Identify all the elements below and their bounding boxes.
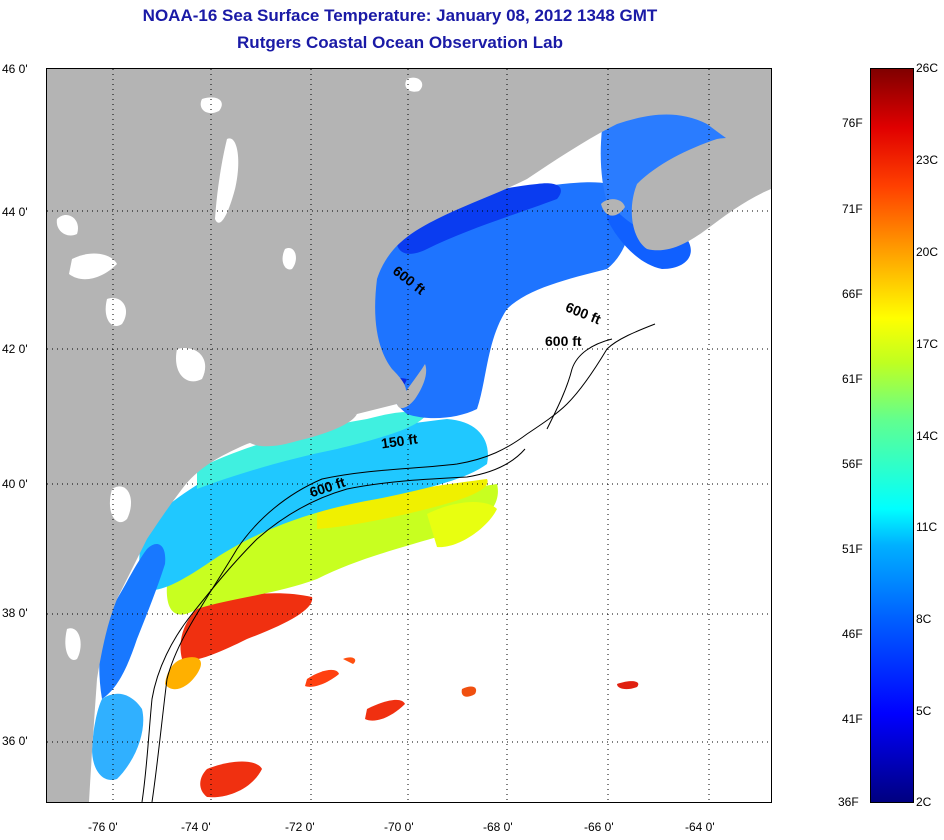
colorbar-label-5c: 5C xyxy=(916,704,932,718)
lat-label-44: 44 0' xyxy=(2,205,28,219)
lon-label-72: -72 0' xyxy=(285,820,315,834)
colorbar-label-51f: 51F xyxy=(842,542,863,556)
lat-label-40: 40 0' xyxy=(2,477,28,491)
lat-label-46: 46 0' xyxy=(2,62,28,76)
colorbar-label-36f: 36F xyxy=(838,795,859,809)
colorbar-label-61f: 61F xyxy=(842,372,863,386)
map-title: NOAA-16 Sea Surface Temperature: January… xyxy=(142,6,658,25)
lon-label-76: -76 0' xyxy=(88,820,118,834)
lon-label-74: -74 0' xyxy=(181,820,211,834)
lon-label-70: -70 0' xyxy=(384,820,414,834)
inland-nodata xyxy=(56,77,423,660)
colorbar-label-2c: 2C xyxy=(916,795,932,809)
colorbar-label-41f: 41F xyxy=(842,712,863,726)
lat-label-38: 38 0' xyxy=(2,606,28,620)
lon-label-66: -66 0' xyxy=(584,820,614,834)
colorbar-label-66f: 66F xyxy=(842,287,863,301)
colorbar-label-14c: 14C xyxy=(916,429,939,443)
colorbar-label-26c: 26C xyxy=(916,61,939,75)
sst-map-svg xyxy=(47,69,771,802)
temperature-colorbar xyxy=(870,68,914,803)
colorbar-label-11c: 11C xyxy=(916,520,938,534)
lon-label-68: -68 0' xyxy=(483,820,513,834)
colorbar-label-8c: 8C xyxy=(916,612,932,626)
colorbar-label-17c: 17C xyxy=(916,337,939,351)
lon-label-64: -64 0' xyxy=(685,820,715,834)
map-subtitle: Rutgers Coastal Ocean Observation Lab xyxy=(237,33,563,52)
colorbar-label-76f: 76F xyxy=(842,116,863,130)
sst-map[interactable]: 600 ft 600 ft 600 ft 150 ft 600 ft xyxy=(46,68,772,803)
colorbar-label-20c: 20C xyxy=(916,245,939,259)
colorbar-label-71f: 71F xyxy=(842,202,863,216)
land-layer xyxy=(47,69,771,802)
colorbar-label-56f: 56F xyxy=(842,457,863,471)
colorbar-label-23c: 23C xyxy=(916,153,939,167)
colorbar-label-46f: 46F xyxy=(842,627,863,641)
lat-label-42: 42 0' xyxy=(2,342,28,356)
lat-label-36: 36 0' xyxy=(2,734,28,748)
depth-label-600-georges: 600 ft xyxy=(545,333,582,349)
graticule xyxy=(47,69,771,802)
bathymetry-contours xyxy=(141,323,656,802)
